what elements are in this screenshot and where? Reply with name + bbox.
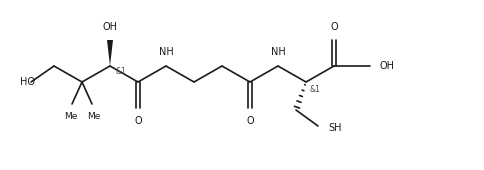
Text: &1: &1 xyxy=(115,67,126,76)
Text: NH: NH xyxy=(271,47,286,57)
Text: O: O xyxy=(134,116,142,126)
Text: O: O xyxy=(330,22,338,32)
Text: &1: &1 xyxy=(309,84,320,94)
Text: Me: Me xyxy=(64,112,78,121)
Text: Me: Me xyxy=(87,112,101,121)
Text: NH: NH xyxy=(159,47,173,57)
Text: SH: SH xyxy=(328,123,342,133)
Text: OH: OH xyxy=(103,22,118,32)
Text: HO: HO xyxy=(20,77,35,87)
Text: O: O xyxy=(246,116,254,126)
Polygon shape xyxy=(107,40,113,66)
Text: OH: OH xyxy=(380,61,395,71)
